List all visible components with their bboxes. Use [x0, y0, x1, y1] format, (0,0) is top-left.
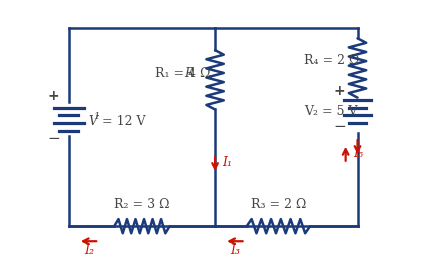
Text: 1: 1 — [94, 112, 100, 121]
Text: I₅: I₅ — [353, 146, 363, 160]
Text: +: + — [48, 89, 59, 103]
Text: R: R — [184, 67, 193, 80]
Text: = 12 V: = 12 V — [99, 115, 146, 128]
Text: V: V — [88, 115, 98, 128]
Text: I₂: I₂ — [84, 244, 94, 257]
Text: V₂ = 5 V: V₂ = 5 V — [304, 105, 358, 118]
Text: I₃: I₃ — [230, 244, 240, 257]
Text: I₁: I₁ — [222, 157, 232, 169]
Text: R₄ = 2 Ω: R₄ = 2 Ω — [304, 53, 359, 67]
Text: R₂ = 3 Ω: R₂ = 3 Ω — [114, 198, 169, 211]
Text: R₁ = 4 Ω: R₁ = 4 Ω — [155, 67, 211, 80]
Text: −: − — [333, 119, 346, 134]
Text: R₃ = 2 Ω: R₃ = 2 Ω — [251, 198, 306, 211]
Text: −: − — [47, 131, 60, 146]
Text: +: + — [334, 84, 346, 98]
